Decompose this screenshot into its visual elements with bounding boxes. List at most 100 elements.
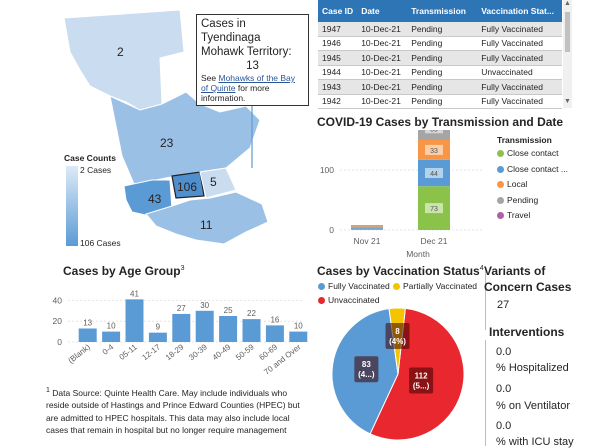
transmission-legend-item[interactable]: Pending [497, 195, 538, 205]
map-region-south[interactable] [145, 191, 269, 245]
table-cell: 1944 [318, 65, 358, 80]
vaccination-chart-title-text: Cases by Vaccination Status [317, 264, 480, 278]
age-category-label: 18-29 [164, 342, 186, 362]
region-map[interactable] [0, 0, 320, 250]
x-tick-label: Dec 21 [421, 236, 448, 246]
table-cell: 10-Dec-21 [357, 94, 408, 109]
transmission-legend-item[interactable]: Close contact ... [497, 164, 568, 174]
bar-segment[interactable] [418, 130, 450, 140]
pie-label-bg [354, 356, 379, 383]
age-bar-label: 10 [294, 322, 303, 331]
pie-slice-label: 112 [415, 371, 428, 380]
bar-segment[interactable] [351, 225, 383, 227]
tooltip-link[interactable]: Mohawks of the Bay of Quinte [201, 73, 296, 93]
transmission-legend-item[interactable]: Local [497, 179, 527, 189]
age-bar-label: 13 [83, 318, 92, 327]
table-cell: Pending [407, 36, 478, 51]
age-bar[interactable] [102, 331, 121, 342]
age-bar[interactable] [242, 319, 261, 342]
map-legend-title: Case Counts [64, 153, 116, 163]
pie-slice-label: (5...) [413, 381, 430, 390]
map-legend-min: 2 Cases [80, 165, 112, 175]
age-category-label: 05-11 [118, 342, 140, 362]
map-label-highlighted: 106 [177, 180, 198, 194]
table-row[interactable]: 1946 10-Dec-21 Pending Fully Vaccinated [318, 36, 562, 51]
age-category-label: 12-17 [140, 342, 162, 362]
footnote-text: Data Source: Quinte Health Care. May inc… [46, 387, 300, 436]
transmission-legend-label: Local [507, 179, 528, 189]
transmission-legend-item[interactable]: Close contact [497, 148, 559, 158]
transmission-legend-label: Travel [507, 210, 531, 220]
scroll-up-icon[interactable]: ▲ [564, 0, 571, 7]
tooltip-title-line2: Mohawk Territory: [201, 46, 292, 58]
transmission-legend-label: Close contact ... [507, 163, 568, 174]
bar-segment[interactable] [351, 227, 383, 229]
scroll-down-icon[interactable]: ▼ [564, 98, 571, 105]
age-bar-label: 9 [156, 323, 161, 332]
vaccination-legend-item[interactable]: Partially Vaccinated [393, 281, 477, 291]
scroll-thumb[interactable] [565, 12, 570, 52]
bar-segment[interactable] [351, 226, 383, 228]
ventilator-value: 0.0 [496, 383, 512, 395]
pie-slice-label: (4...) [358, 370, 375, 379]
x-tick-label: Nov 21 [354, 236, 381, 246]
table-row[interactable]: 1943 10-Dec-21 Pending Fully Vaccinated [318, 79, 562, 95]
bar-segment[interactable] [351, 228, 383, 230]
transmission-legend-item[interactable]: Travel [497, 210, 530, 220]
tooltip-info: See Mohawks of the Bay of Quinte for mor… [201, 73, 304, 103]
table-row[interactable]: 1947 10-Dec-21 Pending Fully Vaccinated [318, 22, 562, 37]
map-region-highlighted[interactable] [171, 171, 205, 199]
legend-dot-icon [393, 283, 400, 290]
age-bar[interactable] [219, 316, 238, 342]
footnote-number: 1 [46, 387, 50, 394]
age-bar[interactable] [78, 328, 97, 342]
legend-dot-icon [497, 196, 504, 204]
col-header-vaccination[interactable]: Vaccination Stat... [477, 0, 562, 22]
icu-value: 0.0 [496, 420, 512, 432]
map-region-east[interactable] [199, 167, 237, 199]
pie-slice-label: 8 [395, 327, 400, 336]
data-label: 39 [430, 130, 438, 133]
col-header-case-id[interactable]: Case ID [318, 0, 358, 22]
map-region-north[interactable] [63, 9, 185, 111]
age-bar-label: 25 [224, 306, 233, 315]
age-bar[interactable] [265, 325, 284, 342]
age-bar[interactable] [289, 331, 308, 342]
data-label: 33 [430, 148, 438, 155]
table-row[interactable]: 1942 10-Dec-21 Pending Fully Vaccinated [318, 94, 562, 109]
table-cell: Pending [407, 50, 478, 66]
interventions-divider [485, 340, 486, 446]
table-scrollbar[interactable]: ▲ ▼ [563, 0, 572, 108]
table-row[interactable]: 1944 10-Dec-21 Pending Unvaccinated [318, 65, 562, 80]
ventilator-label: % on Ventilator [496, 400, 570, 412]
y-tick-label: 0 [57, 337, 62, 347]
map-label-east: 5 [210, 175, 217, 189]
col-header-transmission[interactable]: Transmission [407, 0, 478, 22]
age-group-chart[interactable]: 0204013(Blank)100-44105-11912-172718-293… [40, 280, 310, 380]
table-cell: Fully Vaccinated [477, 94, 562, 109]
table-cell: 1943 [318, 79, 358, 95]
data-label-bg [425, 203, 443, 214]
table-cell: Fully Vaccinated [477, 79, 562, 95]
legend-dot-icon [318, 297, 325, 304]
vaccination-pie-chart[interactable]: 112(5...) 83(4...) 8(4%) [316, 306, 486, 446]
vaccination-legend-item[interactable]: Unvaccinated [318, 295, 380, 305]
panel-divider [485, 270, 486, 330]
age-bar[interactable] [195, 310, 214, 342]
variants-title-line2: Concern Cases [484, 280, 572, 294]
vaccination-legend-item[interactable]: Fully Vaccinated [318, 281, 390, 291]
transmission-chart[interactable]: 0 100 Nov 21 73 44 33 39 Dec 21 Month [312, 130, 496, 260]
age-bar[interactable] [172, 313, 191, 342]
age-category-label: 0-4 [101, 342, 116, 357]
col-header-date[interactable]: Date [357, 0, 408, 22]
age-bar[interactable] [148, 332, 167, 342]
table-cell: Fully Vaccinated [477, 50, 562, 66]
pie-slice-label: 83 [362, 360, 371, 369]
age-chart-title-text: Cases by Age Group [63, 264, 181, 278]
table-cell: Pending [407, 65, 478, 80]
table-row[interactable]: 1945 10-Dec-21 Pending Fully Vaccinated [318, 50, 562, 66]
transmission-legend-title: Transmission [497, 135, 552, 145]
bar-segment[interactable] [351, 225, 383, 226]
age-category-label: 40-49 [211, 342, 233, 362]
age-bar[interactable] [125, 299, 144, 342]
